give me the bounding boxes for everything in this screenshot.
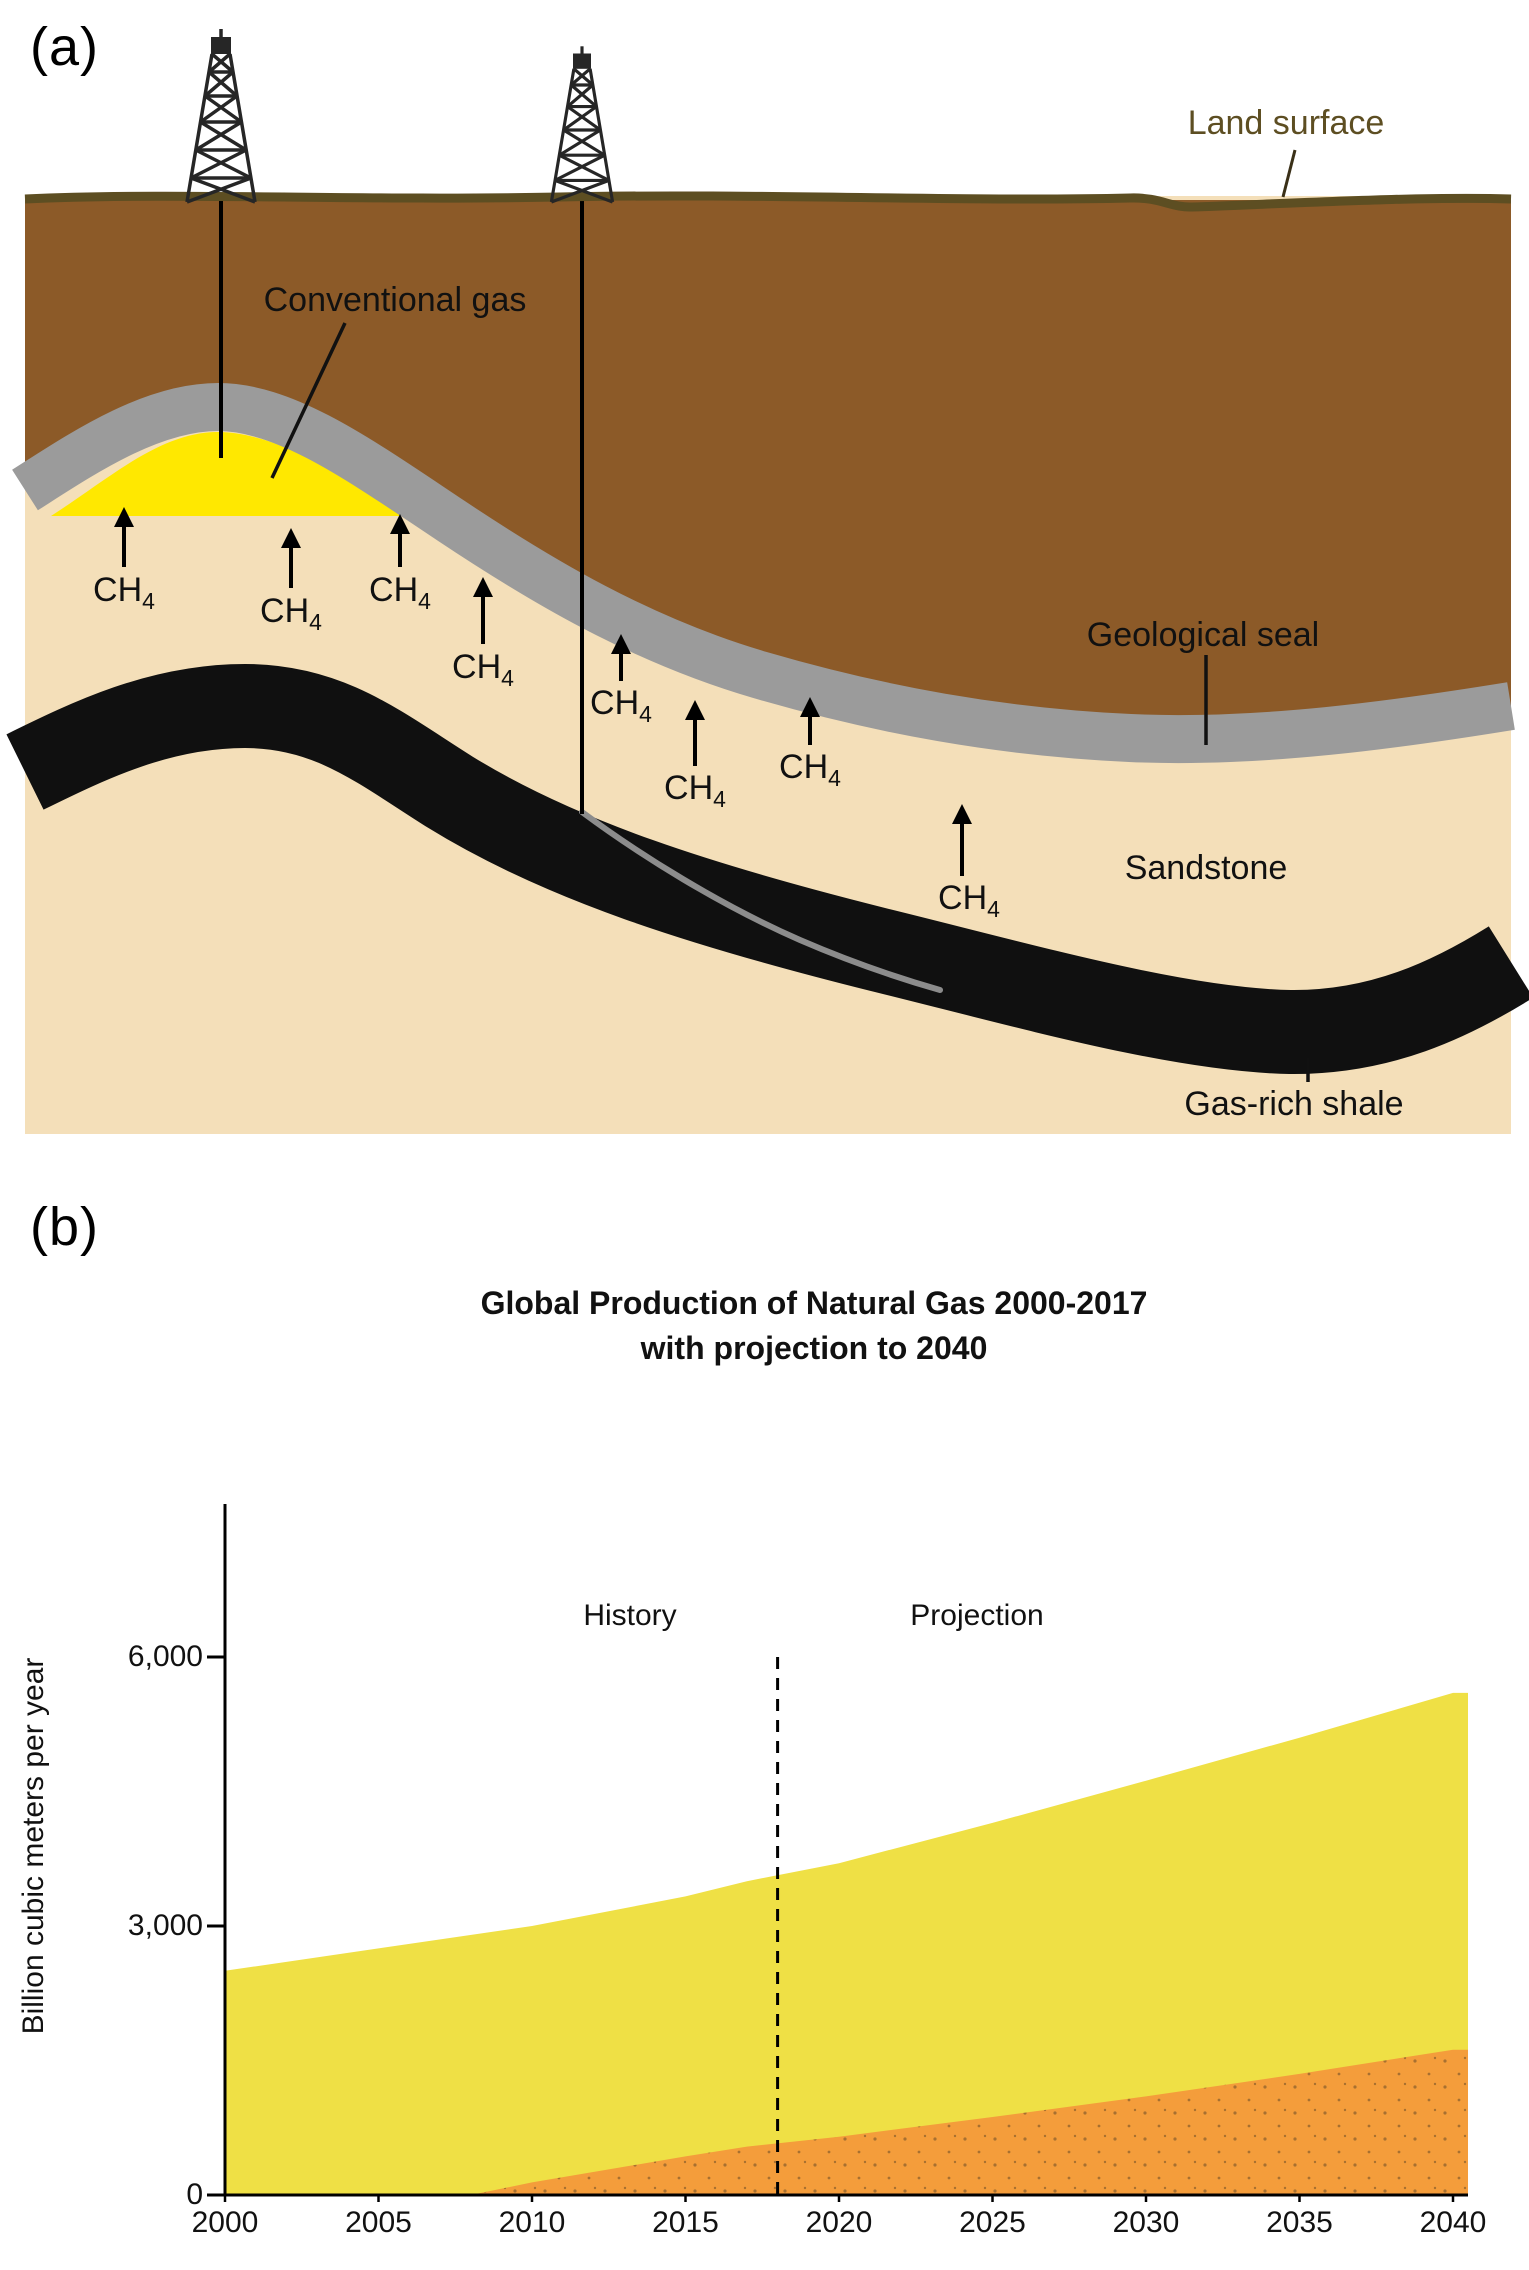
- methane-subscript: 4: [142, 587, 155, 614]
- y-tick-label-3000: 3,000: [127, 1909, 203, 1942]
- geological-seal-label: Geological seal: [1086, 616, 1320, 654]
- methane-text: CH: [93, 571, 143, 609]
- land-surface-leader-line: [1281, 149, 1297, 198]
- methane-subscript: 4: [828, 764, 841, 791]
- y-axis-ticks: [207, 1655, 225, 2197]
- methane-text: CH: [779, 748, 829, 786]
- y-axis-title: Billion cubic meters per year: [17, 1657, 50, 2035]
- projection-label: Projection: [910, 1599, 1044, 1632]
- x-axis-tick-labels: 2000 2005 2010 2015 2020 2025 2030 2035 …: [170, 2206, 1508, 2240]
- methane-label: CH4: [260, 592, 322, 636]
- drilling-rig-icon: [549, 44, 615, 204]
- methane-subscript: 4: [639, 700, 652, 727]
- land-surface-line: [24, 191, 1512, 212]
- x-tick-label: 2000: [191, 2206, 259, 2239]
- methane-text: CH: [938, 879, 988, 917]
- geological-seal-layer: [12, 382, 1515, 764]
- x-tick-label: 2040: [1419, 2206, 1487, 2239]
- methane-label: CH4: [779, 748, 841, 792]
- methane-subscript: 4: [309, 608, 322, 635]
- methane-label: CH4: [452, 648, 514, 692]
- x-tick-label: 2005: [345, 2206, 412, 2239]
- methane-text: CH: [452, 648, 502, 686]
- x-tick-label: 2020: [805, 2206, 873, 2239]
- methane-label: CH4: [369, 571, 431, 615]
- methane-subscript: 4: [501, 664, 514, 691]
- conventional-gas-label: Conventional gas: [263, 281, 527, 319]
- methane-label: CH4: [664, 769, 726, 813]
- methane-label: CH4: [938, 879, 1000, 923]
- conventional-gas-leader-line: [270, 322, 347, 479]
- methane-text: CH: [590, 684, 640, 722]
- methane-subscript: 4: [418, 587, 431, 614]
- soil-layer: [25, 200, 1511, 740]
- conventional-gas-pocket: [51, 432, 436, 516]
- x-tick-label: 2035: [1266, 2206, 1333, 2239]
- methane-text: CH: [664, 769, 714, 807]
- methane-text: CH: [260, 592, 310, 630]
- panel-b-tag: (b): [30, 1197, 99, 1257]
- x-tick-label: 2015: [652, 2206, 719, 2239]
- chart-title: Global Production of Natural Gas 2000-20…: [225, 1281, 1403, 1371]
- history-label: History: [583, 1599, 677, 1632]
- x-tick-label: 2025: [959, 2206, 1026, 2239]
- methane-subscript: 4: [713, 785, 726, 812]
- land-surface-label: Land surface: [1187, 104, 1385, 142]
- panel-a-tag: (a): [30, 17, 99, 77]
- methane-label: CH4: [590, 684, 652, 728]
- y-tick-label-6000: 6,000: [127, 1640, 203, 1673]
- sandstone-label: Sandstone: [1124, 849, 1288, 887]
- methane-label: CH4: [93, 571, 155, 615]
- methane-text: CH: [369, 571, 419, 609]
- lateral-well-line: [579, 809, 943, 993]
- methane-arrows: [114, 507, 972, 876]
- x-axis-ticks: [223, 2195, 1455, 2202]
- y-tick-label-0: 0: [186, 2178, 203, 2211]
- x-tick-label: 2030: [1112, 2206, 1180, 2239]
- chart-title-line2: with projection to 2040: [640, 1330, 988, 1366]
- shale-gas-speckle-texture: [470, 2049, 1469, 2195]
- gas-rich-shale-layer: [6, 663, 1529, 1075]
- x-tick-label: 2010: [498, 2206, 566, 2239]
- methane-subscript: 4: [987, 895, 1000, 922]
- chart-title-line1: Global Production of Natural Gas 2000-20…: [480, 1285, 1148, 1321]
- drilling-rig-icon: [185, 27, 257, 204]
- gas-rich-shale-label: Gas-rich shale: [1184, 1085, 1404, 1123]
- total-production-area: [225, 1692, 1468, 2195]
